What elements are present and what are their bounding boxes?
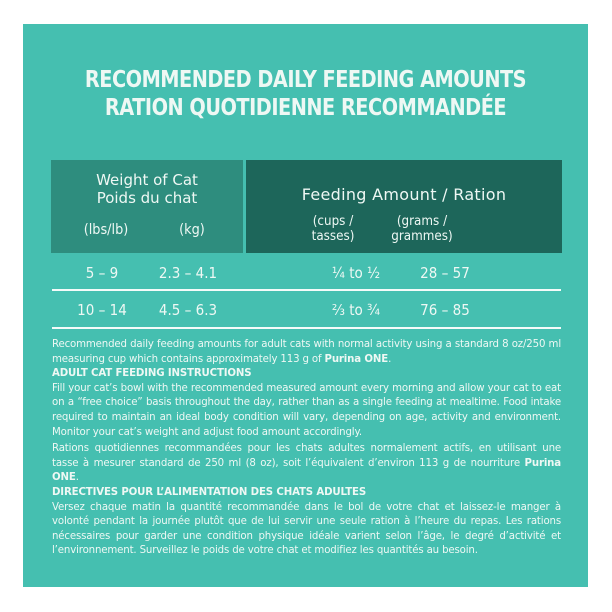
column-label-cups-line1: (cups / xyxy=(312,214,354,229)
row-divider xyxy=(52,289,561,291)
english-instructions-heading: ADULT CAT FEEDING INSTRUCTIONS xyxy=(52,368,252,380)
weight-header-title: Weight of Cat Poids du chat xyxy=(51,171,243,207)
french-instructions-body: Versez chaque matin la quantité recomman… xyxy=(52,501,561,557)
english-intro: Recommended daily feeding amounts for ad… xyxy=(52,338,561,367)
feeding-header: Feeding Amount / Ration (cups / tasses) … xyxy=(246,160,562,253)
feeding-header-title: Feeding Amount / Ration xyxy=(301,185,507,204)
column-label-cups-line2: tasses) xyxy=(311,229,355,244)
english-intro-text: Recommended daily feeding amounts for ad… xyxy=(52,339,561,365)
weight-header: Weight of Cat Poids du chat (lbs/lb) (kg… xyxy=(51,160,243,253)
title-french: RATION QUOTIDIENNE RECOMMANDÉE xyxy=(104,95,507,121)
column-label-grams-line1: (grams / xyxy=(396,214,448,229)
row-divider xyxy=(52,327,561,329)
column-label-grams-line2: grammes) xyxy=(391,229,453,244)
feeding-guide-panel: RECOMMENDED DAILY FEEDING AMOUNTS RATION… xyxy=(23,24,588,587)
cell-cups: ¼ to ½ xyxy=(331,264,381,282)
cell-kg: 4.5 – 6.3 xyxy=(158,301,218,319)
french-instructions-heading: DIRECTIVES POUR L’ALIMENTATION DES CHATS… xyxy=(52,486,367,498)
column-label-kg: (kg) xyxy=(179,222,205,238)
column-label-cups: (cups / tasses) xyxy=(287,214,379,244)
brand-name: Purina ONE xyxy=(52,457,561,484)
title-english: RECOMMENDED DAILY FEEDING AMOUNTS xyxy=(84,67,527,93)
english-instructions-body: Fill your cat’s bowl with the recommende… xyxy=(52,382,561,438)
page-title: RECOMMENDED DAILY FEEDING AMOUNTS RATION… xyxy=(68,66,543,122)
cell-kg: 2.3 – 4.1 xyxy=(158,264,218,282)
english-intro-end: . xyxy=(388,353,392,365)
cell-lbs: 5 – 9 xyxy=(85,264,119,282)
brand-name: Purina ONE xyxy=(324,353,389,365)
french-intro-text: Rations quotidiennes recommandées pour l… xyxy=(52,443,561,469)
cell-lbs: 10 – 14 xyxy=(77,301,127,319)
french-intro-end: . xyxy=(75,472,79,484)
weight-header-english: Weight of Cat xyxy=(96,171,198,189)
feeding-notes: Recommended daily feeding amounts for ad… xyxy=(52,338,561,559)
french-intro: Rations quotidiennes recommandées pour l… xyxy=(52,442,561,486)
cell-cups: ⅔ to ¾ xyxy=(331,301,381,319)
column-label-grams: (grams / grammes) xyxy=(376,214,468,244)
cell-grams: 28 – 57 xyxy=(420,264,470,282)
cell-grams: 76 – 85 xyxy=(420,301,470,319)
weight-header-french: Poids du chat xyxy=(96,189,198,207)
column-label-lbs: (lbs/lb) xyxy=(83,222,129,238)
